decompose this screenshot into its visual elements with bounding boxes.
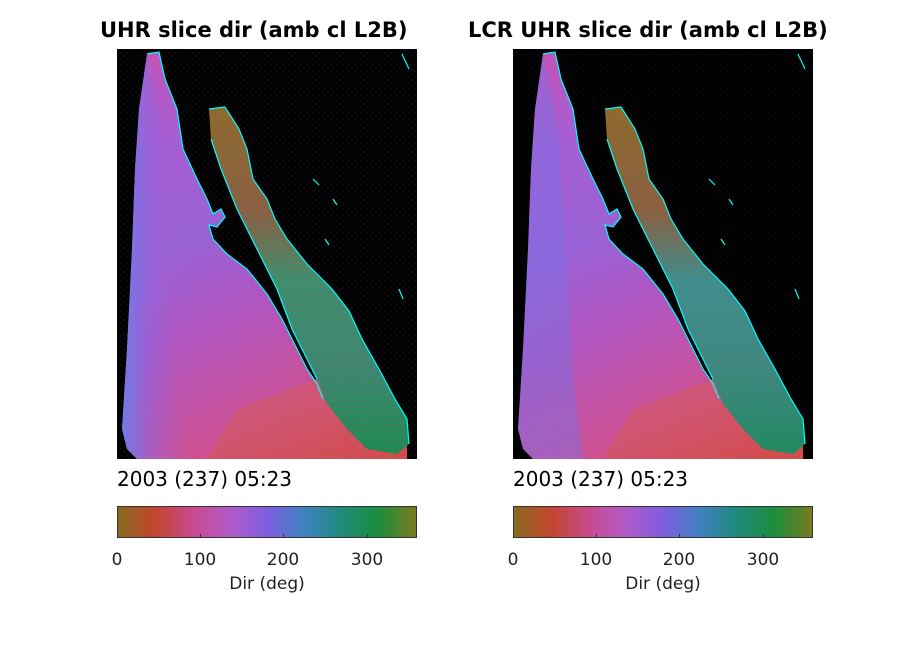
colorbar-axis-label-right: Dir (deg) [625, 574, 701, 594]
colorbar-axis-label-left: Dir (deg) [229, 574, 305, 594]
colorbar-tick-label: 200 [266, 550, 300, 570]
date-label-left: 2003 (237) 05:23 [117, 467, 293, 491]
date-label-right: 2003 (237) 05:23 [513, 467, 689, 491]
colorbar-tickmark [763, 534, 764, 538]
panel-title-left: UHR slice dir (amb cl L2B) [100, 18, 408, 42]
colorbar-tick-label: 300 [350, 550, 384, 570]
map-image-left [117, 49, 417, 459]
colorbar-tick-label: 0 [111, 550, 123, 570]
colorbar-tickmark [679, 534, 680, 538]
colorbar-right [513, 506, 813, 538]
colorbar-tickmark [367, 534, 368, 538]
wind-direction-map-left [117, 49, 417, 459]
colorbar-tick-label: 200 [662, 550, 696, 570]
colorbar-tick-label: 100 [183, 550, 217, 570]
panel-title-right: LCR UHR slice dir (amb cl L2B) [468, 18, 828, 42]
colorbar-tickmark [200, 534, 201, 538]
colorbar-tickmark [596, 534, 597, 538]
colorbar-tick-label: 100 [579, 550, 613, 570]
wind-direction-map-right [513, 49, 813, 459]
colorbar-left [117, 506, 417, 538]
map-image-right [513, 49, 813, 459]
colorbar-tickmark [283, 534, 284, 538]
colorbar-tick-label: 300 [746, 550, 780, 570]
colorbar-tick-label: 0 [507, 550, 519, 570]
